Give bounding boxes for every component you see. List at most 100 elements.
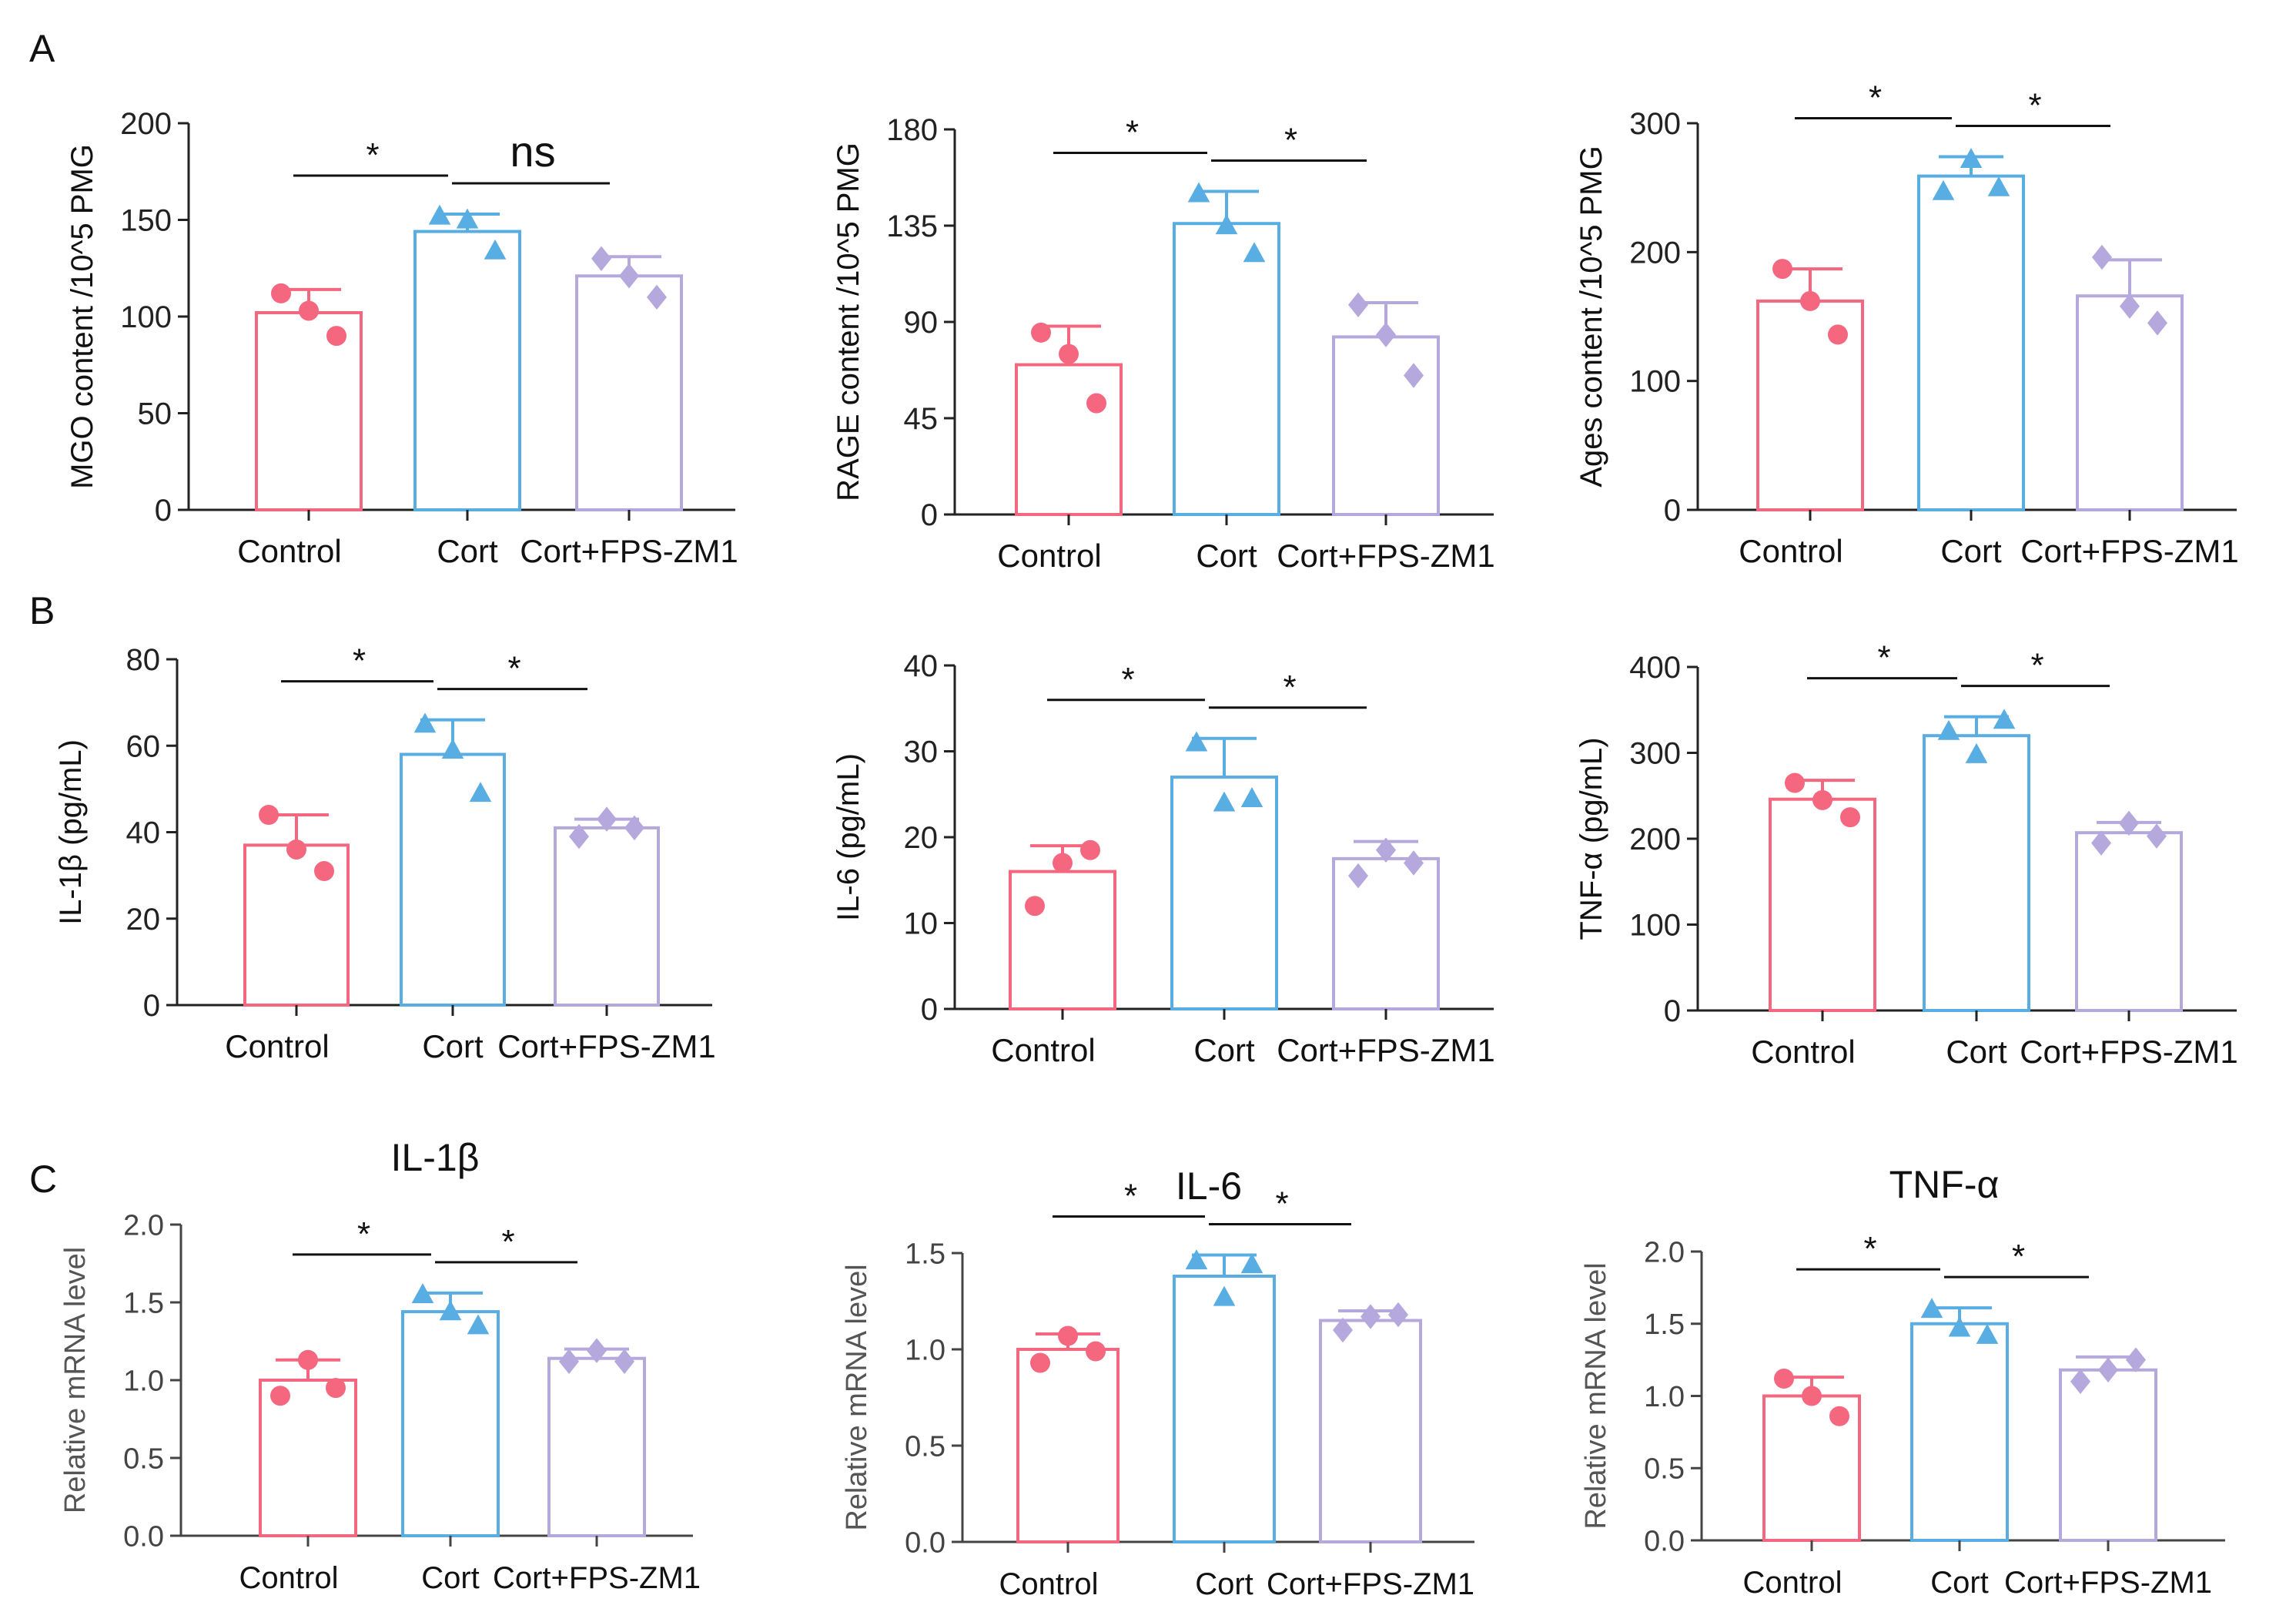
y-tick-label: 0.0 <box>1644 1525 1685 1557</box>
chart-9: 0.0 0.5 1.0 1.5 2.0 Relative mRNA level TNF-α C… <box>1580 1163 2225 1600</box>
data-point <box>1185 1249 1208 1270</box>
data-point <box>1828 324 1848 345</box>
x-tick-label: Control <box>239 1561 339 1595</box>
data-point <box>1086 1341 1106 1362</box>
data-point <box>1404 363 1424 388</box>
significance-star: * <box>1877 639 1890 677</box>
data-point <box>1031 322 1051 343</box>
bar-cort-fps-zm1 <box>1332 856 1440 1010</box>
data-point <box>1240 1253 1263 1274</box>
data-point <box>2092 244 2112 270</box>
significance-ns: ns <box>510 127 555 176</box>
y-tick-label: 0 <box>921 993 938 1027</box>
y-tick-label: 1.5 <box>1644 1309 1685 1341</box>
y-tick-label: 200 <box>1629 236 1681 270</box>
data-point <box>591 246 611 271</box>
data-point <box>1772 259 1792 280</box>
bar-cort-fps-zm1 <box>1332 335 1440 517</box>
y-tick-label: 50 <box>138 397 172 431</box>
y-tick-label: 20 <box>126 903 161 937</box>
x-tick-label: Cort+FPS-ZM1 <box>2004 1566 2212 1600</box>
bar-control <box>1016 1348 1120 1543</box>
x-tick-label: Control <box>225 1028 329 1064</box>
x-tick-label: Control <box>1751 1034 1855 1070</box>
x-tick-label: Cort+FPS-ZM1 <box>520 533 738 569</box>
significance-star: * <box>1283 669 1296 706</box>
chart-title: IL-1β <box>391 1136 480 1179</box>
bar-cort <box>1917 174 2025 512</box>
y-tick-label: 0 <box>143 989 160 1023</box>
bar-control <box>1015 363 1123 516</box>
data-point <box>1213 1285 1236 1306</box>
chart-2: 0 45 90 135 180 RAGE content /10^5 PMG Control… <box>832 113 1495 574</box>
bar-cort <box>1910 1322 2009 1542</box>
data-point <box>484 239 507 260</box>
significance-star: * <box>1863 1230 1876 1268</box>
y-tick-label: 0.5 <box>123 1443 164 1475</box>
data-point <box>326 1378 346 1399</box>
data-point <box>314 861 334 882</box>
bar-cort-fps-zm1 <box>2076 294 2184 511</box>
bar-cort-fps-zm1 <box>2059 1368 2157 1542</box>
y-axis-label: Relative mRNA level <box>1580 1262 1612 1529</box>
y-tick-label: 0 <box>155 494 172 528</box>
data-point <box>467 1314 490 1335</box>
y-axis-label: IL-1β (pg/mL) <box>54 739 88 925</box>
data-point <box>299 300 319 321</box>
significance-star: * <box>1284 122 1297 159</box>
data-point <box>1932 179 1955 200</box>
significance-star: * <box>366 136 379 174</box>
y-axis-label: Relative mRNA level <box>59 1247 92 1513</box>
y-tick-label: 300 <box>1629 737 1681 771</box>
data-point <box>2070 1369 2090 1394</box>
data-point <box>1937 719 1960 740</box>
data-point <box>1053 853 1073 873</box>
data-point <box>1802 1386 1822 1406</box>
data-point <box>2091 830 2111 856</box>
data-point <box>456 208 479 229</box>
data-point <box>411 1283 434 1304</box>
x-tick-label: Control <box>237 533 341 569</box>
x-tick-label: Cort+FPS-ZM1 <box>497 1028 716 1064</box>
y-tick-label: 100 <box>120 300 172 334</box>
bar-cort <box>1170 775 1278 1010</box>
data-point <box>619 263 639 289</box>
significance-star: * <box>357 1215 370 1253</box>
x-tick-label: Cort <box>422 1028 484 1064</box>
y-tick-label: 1.5 <box>123 1287 164 1319</box>
y-tick-label: 0 <box>1664 994 1681 1028</box>
bar-cort <box>1173 222 1280 516</box>
y-tick-label: 0.0 <box>905 1526 946 1559</box>
bar-cort-fps-zm1 <box>1319 1319 1422 1543</box>
bar-cort-fps-zm1 <box>575 274 683 511</box>
x-tick-label: Cort <box>1196 538 1257 574</box>
significance-star: * <box>1124 1178 1137 1215</box>
data-point <box>559 1349 579 1375</box>
data-point <box>1348 292 1368 318</box>
data-point <box>2120 293 2140 319</box>
data-point <box>1213 791 1236 812</box>
data-point <box>1243 242 1266 263</box>
y-tick-label: 2.0 <box>1644 1236 1685 1268</box>
y-tick-label: 180 <box>886 113 938 147</box>
data-point <box>2147 823 2167 849</box>
y-tick-label: 1.0 <box>905 1334 946 1366</box>
y-tick-label: 400 <box>1629 651 1681 685</box>
data-point <box>469 782 492 803</box>
bar-control <box>1769 797 1876 1012</box>
x-tick-label: Cort+FPS-ZM1 <box>493 1561 701 1595</box>
data-point <box>1333 1317 1353 1343</box>
x-tick-label: Control <box>997 538 1101 574</box>
data-point <box>1840 807 1860 828</box>
chart-4: 0 20 40 60 80 IL-1β (pg/mL) Control Cort Cort+FP… <box>54 642 716 1064</box>
data-point <box>1987 176 2010 196</box>
x-tick-label: Cort <box>1930 1566 1989 1600</box>
data-point <box>1404 850 1424 876</box>
data-point <box>1812 789 1832 810</box>
data-point <box>413 712 437 733</box>
y-tick-label: 200 <box>1629 823 1681 856</box>
data-point <box>1025 896 1045 917</box>
y-tick-label: 90 <box>904 306 939 340</box>
data-point <box>439 1300 462 1321</box>
bar-cort-fps-zm1 <box>554 826 660 1007</box>
